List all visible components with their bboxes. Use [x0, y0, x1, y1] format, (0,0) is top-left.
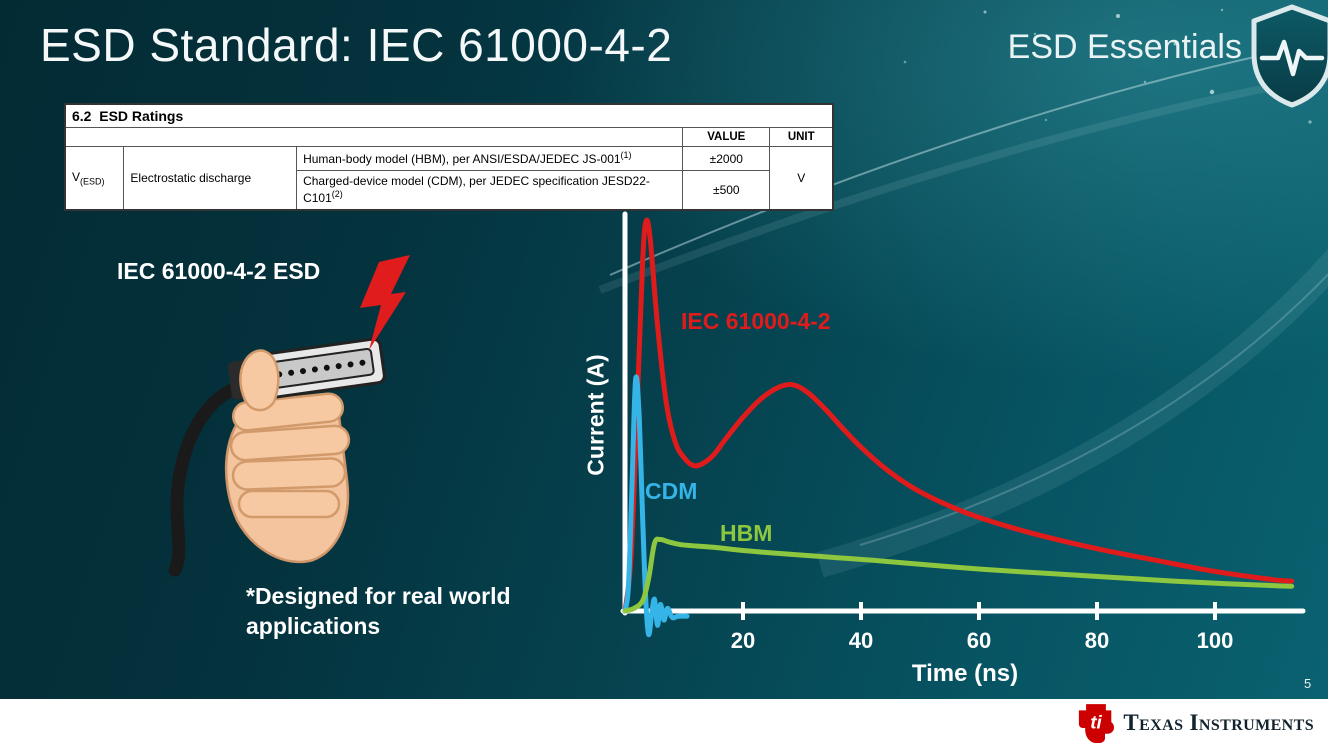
cdm-curve-label: CDM	[645, 478, 698, 504]
hand-illustration	[224, 392, 351, 564]
iec-curve-label: IEC 61000-4-2	[681, 308, 831, 334]
svg-text:ti: ti	[1091, 712, 1103, 733]
empty-header-cell	[64, 127, 684, 147]
section-number: 6.2	[72, 108, 92, 124]
svg-text:100: 100	[1197, 628, 1234, 653]
svg-text:80: 80	[1085, 628, 1109, 653]
esd-ratings-table: 6.2 ESD Ratings VALUE UNIT V(ESD) Electr…	[64, 103, 834, 211]
table-row: V(ESD) Electrostatic discharge Human-bod…	[64, 146, 834, 211]
note-line-2: applications	[246, 612, 381, 639]
note-line-1: *Designed for real world	[246, 583, 511, 609]
svg-text:40: 40	[849, 628, 873, 653]
cdm-value: ±500	[682, 170, 771, 211]
page-number: 5	[1304, 676, 1312, 691]
unit-column-header: UNIT	[769, 127, 834, 147]
vesd-symbol: V(ESD)	[64, 146, 125, 211]
ti-bug-icon: ti	[1079, 703, 1115, 743]
brand-title: ESD Essentials	[1007, 28, 1242, 66]
svg-text:60: 60	[967, 628, 991, 653]
x-axis-label: Time (ns)	[911, 660, 1019, 687]
series-paths	[622, 217, 1295, 638]
table-section-title: 6.2 ESD Ratings	[64, 103, 834, 128]
value-column-header: VALUE	[682, 127, 771, 147]
section-title: ESD Ratings	[99, 108, 184, 124]
shield-pulse-icon	[1251, 4, 1328, 108]
cdm-description: Charged-device model (CDM), per JEDEC sp…	[296, 170, 684, 211]
lightning-bolt-icon	[360, 255, 410, 350]
svg-text:20: 20	[731, 628, 755, 653]
hand-connector-illustration	[168, 255, 410, 577]
ti-logo: ti Texas Instruments	[1078, 703, 1314, 743]
waveform-plot: 20 40 60 80 100	[620, 211, 1306, 653]
footer-bar: ti Texas Instruments	[0, 699, 1328, 746]
unit-cell: V	[769, 146, 834, 211]
hbm-curve-label: HBM	[720, 520, 773, 546]
esd-waveform-chart: Current (A) 20 40 60 80 100 Time (ns) IEC 61…	[558, 208, 1328, 688]
thumb	[239, 349, 280, 412]
ti-logo-text: Texas Instruments	[1123, 709, 1314, 735]
y-axis-label: Current (A)	[582, 354, 609, 476]
table-row: Charged-device model (CDM), per JEDEC sp…	[65, 170, 833, 211]
cable	[168, 379, 248, 577]
hbm-value: ±2000	[682, 146, 771, 171]
x-axis-ticks: 20 40 60 80 100	[731, 602, 1234, 653]
page-title: ESD Standard: IEC 61000-4-2	[40, 19, 673, 71]
iec-esd-caption: IEC 61000-4-2 ESD	[117, 258, 321, 284]
designed-note: *Designed for real world applications	[246, 582, 511, 642]
hbm-description: Human-body model (HBM), per ANSI/ESDA/JE…	[296, 146, 684, 171]
parameter-cell: Electrostatic discharge	[123, 146, 298, 211]
